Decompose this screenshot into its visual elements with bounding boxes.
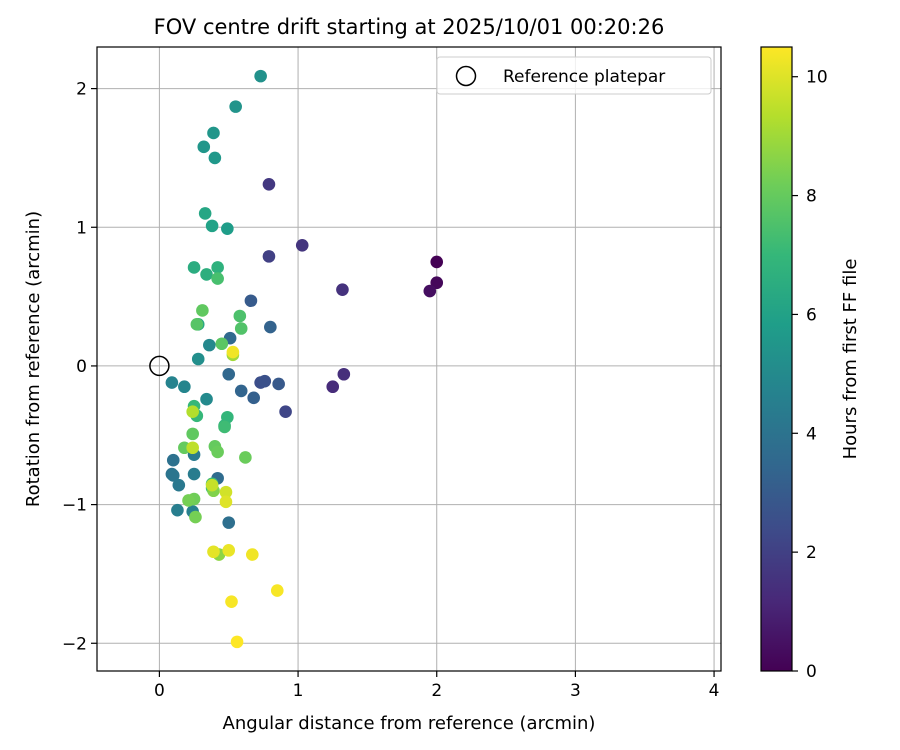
y-tick-label: 1 — [76, 218, 87, 238]
y-tick-label: 2 — [76, 80, 87, 100]
data-point — [430, 276, 444, 290]
data-point — [326, 380, 340, 394]
data-point — [207, 545, 220, 559]
data-point — [182, 494, 195, 507]
colorbar-tick-label: 4 — [806, 424, 817, 444]
data-point — [247, 391, 260, 405]
data-point — [270, 584, 284, 597]
data-point — [166, 453, 180, 467]
data-points — [149, 69, 444, 649]
colorbar-tick-label: 8 — [806, 187, 817, 207]
data-point — [215, 337, 229, 351]
colorbar-tick-label: 0 — [806, 662, 817, 682]
data-point — [196, 304, 209, 317]
legend-box — [436, 56, 712, 95]
x-tick-label: 2 — [431, 681, 442, 701]
chart-title: FOV centre drift starting at 2025/10/01 … — [154, 15, 665, 39]
data-point — [203, 338, 216, 352]
data-point — [198, 207, 212, 220]
reference-marker — [149, 355, 170, 377]
legend-marker-reference — [455, 65, 477, 87]
y-tick-label: 0 — [76, 357, 87, 377]
data-point — [221, 410, 234, 424]
data-point — [226, 345, 240, 359]
colorbar-tick-label: 2 — [806, 543, 817, 563]
data-point — [200, 392, 213, 406]
colorbar-label: Hours from first FF file — [840, 259, 861, 460]
data-point — [254, 69, 267, 83]
data-point — [218, 420, 231, 434]
data-point — [190, 318, 204, 331]
y-axis-ticks: −2 −1 0 1 2 — [62, 80, 97, 654]
data-point — [219, 485, 233, 499]
data-point — [258, 374, 272, 388]
data-point — [187, 467, 201, 481]
data-point — [186, 427, 199, 441]
data-point — [272, 377, 285, 391]
data-point — [337, 367, 351, 381]
data-point — [239, 451, 252, 464]
colorbar — [760, 46, 793, 672]
data-point — [225, 595, 238, 608]
data-point — [191, 352, 205, 366]
data-point — [205, 219, 219, 233]
data-point — [197, 140, 211, 154]
colorbar-tick-label: 10 — [806, 68, 828, 88]
x-axis-label: Angular distance from reference (arcmin) — [223, 713, 596, 734]
data-point — [186, 441, 199, 455]
data-point — [207, 126, 220, 140]
x-axis-ticks: 0 1 2 3 4 — [154, 671, 719, 701]
data-point — [211, 445, 224, 459]
data-point — [336, 283, 349, 296]
data-point — [234, 322, 248, 335]
colorbar-ticks: 0 2 4 6 8 10 — [792, 68, 828, 682]
x-tick-label: 1 — [293, 681, 304, 701]
data-point — [222, 544, 236, 557]
data-point — [189, 510, 202, 524]
plot-area — [97, 47, 721, 671]
y-tick-label: −2 — [62, 634, 87, 654]
data-point — [221, 222, 234, 235]
data-point — [165, 376, 179, 389]
data-point — [211, 261, 224, 274]
data-point — [230, 635, 244, 649]
data-point — [187, 261, 201, 274]
legend-label-reference: Reference platepar — [503, 67, 665, 87]
data-point — [430, 255, 444, 269]
data-point — [208, 151, 222, 165]
data-point — [219, 495, 233, 509]
data-point — [200, 268, 213, 281]
data-point — [229, 100, 242, 113]
data-point — [171, 503, 184, 517]
data-point — [262, 177, 276, 191]
data-point — [222, 516, 236, 529]
data-point — [262, 250, 276, 263]
data-point — [279, 405, 292, 418]
data-point — [178, 380, 191, 394]
x-tick-label: 0 — [154, 681, 165, 701]
data-point — [264, 320, 277, 334]
x-tick-label: 3 — [570, 681, 581, 701]
y-tick-label: −1 — [62, 496, 87, 516]
plot-frame — [96, 46, 722, 672]
data-point — [211, 272, 224, 285]
data-point — [295, 238, 309, 252]
data-point — [234, 384, 248, 398]
data-point — [244, 294, 258, 308]
x-tick-label: 4 — [709, 681, 720, 701]
colorbar-tick-label: 6 — [806, 305, 817, 325]
data-point — [186, 405, 199, 418]
data-point — [172, 478, 186, 492]
data-point — [246, 548, 259, 561]
y-axis-label: Rotation from reference (arcmin) — [23, 211, 44, 507]
data-point — [205, 478, 219, 492]
data-point — [423, 284, 437, 298]
data-point — [233, 309, 247, 323]
data-point — [166, 469, 180, 482]
legend: Reference platepar — [436, 56, 712, 95]
data-point — [222, 367, 236, 381]
